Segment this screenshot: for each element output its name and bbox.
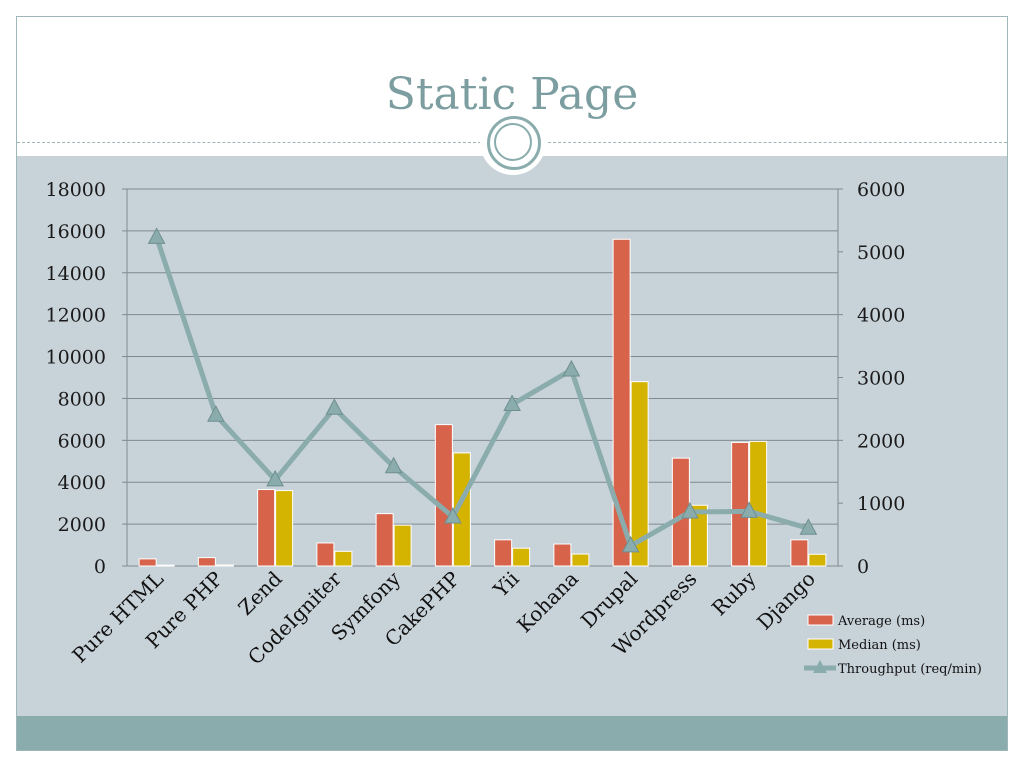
category-label: Ruby <box>707 566 761 620</box>
left-tick-label: 10000 <box>46 347 106 369</box>
bar-average <box>791 540 808 566</box>
right-tick-label: 3000 <box>857 368 905 390</box>
throughput-point <box>326 399 342 414</box>
category-label: Yii <box>488 567 524 603</box>
category-label: Zend <box>233 566 286 619</box>
bar-average <box>435 425 452 566</box>
bar-average <box>258 490 275 566</box>
legend-label: Median (ms) <box>838 638 921 653</box>
left-tick-label: 6000 <box>58 430 106 452</box>
throughput-line <box>157 237 809 546</box>
bar-average <box>139 559 156 566</box>
bar-median <box>572 554 589 566</box>
bar-median <box>335 551 352 566</box>
legend-label: Throughput (req/min) <box>838 662 982 677</box>
bar-average <box>198 558 215 566</box>
bar-median <box>276 491 293 566</box>
left-tick-label: 16000 <box>46 221 106 243</box>
left-tick-label: 18000 <box>46 179 106 201</box>
left-tick-label: 4000 <box>58 472 106 494</box>
left-tick-label: 2000 <box>58 514 106 536</box>
category-label: Pure HTML <box>67 567 168 668</box>
category-label: Kohana <box>512 567 583 638</box>
bar-average <box>376 514 393 566</box>
left-tick-label: 14000 <box>46 263 106 285</box>
right-tick-label: 5000 <box>857 242 905 264</box>
legend-swatch <box>808 639 833 649</box>
left-tick-label: 12000 <box>46 305 106 327</box>
bar-average <box>554 544 571 566</box>
bar-average <box>495 540 512 566</box>
legend-swatch <box>808 615 833 625</box>
right-tick-label: 0 <box>857 556 869 578</box>
bar-average <box>317 543 334 566</box>
bar-average <box>732 442 749 566</box>
right-tick-label: 6000 <box>857 179 905 201</box>
throughput-point <box>208 406 224 421</box>
legend-label: Average (ms) <box>837 614 925 629</box>
bar-median <box>157 565 174 566</box>
bar-median <box>513 548 530 566</box>
left-tick-label: 8000 <box>58 388 106 410</box>
bar-median <box>750 441 767 566</box>
right-tick-label: 2000 <box>857 430 905 452</box>
right-tick-label: 4000 <box>857 305 905 327</box>
left-tick-label: 0 <box>94 556 106 578</box>
right-tick-label: 1000 <box>857 493 905 515</box>
bar-median <box>394 525 411 566</box>
bar-median <box>216 565 233 566</box>
throughput-point <box>563 361 579 376</box>
bar-median <box>809 554 826 566</box>
